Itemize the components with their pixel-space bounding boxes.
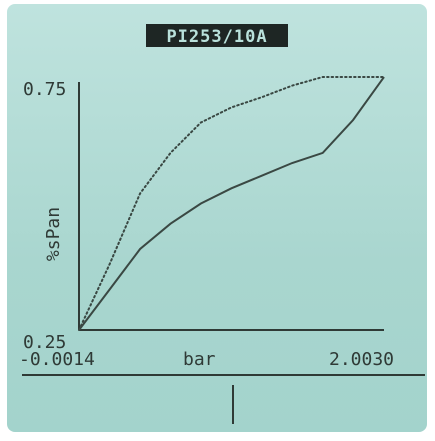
series-solid-line [78,76,385,331]
title-background [146,24,288,47]
y-min-label: 0.25 [23,332,66,353]
y-max-label: 0.75 [23,79,66,100]
chart-title: PI253/10A [166,27,267,47]
pressure-span-chart: PI253/10A 0.75 0.25 %sPan -0.0014 bar 2.… [19,24,425,424]
series-dotted-line [78,76,385,331]
x-max-label: 2.0030 [329,349,394,370]
x-min-label: -0.0014 [19,349,95,370]
lcd-screen: PI253/10A 0.75 0.25 %sPan -0.0014 bar 2.… [7,4,427,432]
y-axis-label: %sPan [43,207,64,261]
x-axis-label: bar [183,349,216,370]
